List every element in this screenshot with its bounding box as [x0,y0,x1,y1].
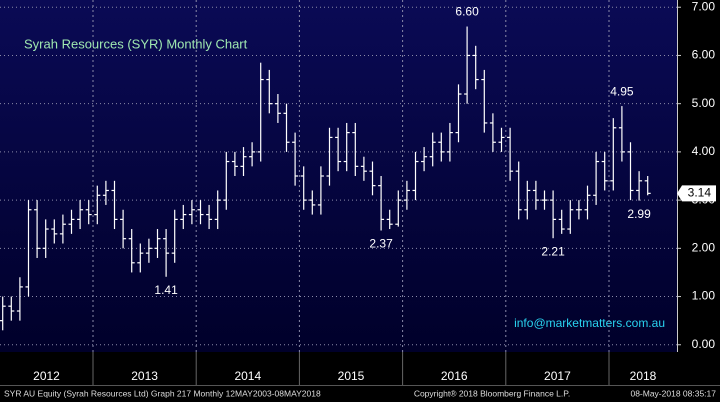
x-tick-label: 2012 [33,369,60,383]
x-axis-area [0,352,720,385]
y-tick-label: 2.00 [692,241,716,255]
plot-area [0,0,677,352]
watermark: info@marketmatters.com.au [514,316,665,330]
x-tick-label: 2014 [234,369,261,383]
annotation: 2.99 [627,207,651,221]
footer-center: Copyright® 2018 Bloomberg Finance L.P. [414,388,570,398]
bars [0,26,651,331]
footer-bar [0,385,720,402]
footer-left: SYR AU Equity (Syrah Resources Ltd) Grap… [4,388,321,398]
grid [0,0,681,385]
y-axis-area [677,0,720,352]
y-tick-label: 1.00 [692,289,716,303]
x-tick-label: 2017 [544,369,571,383]
chart-title: Syrah Resources (SYR) Monthly Chart [24,36,248,51]
y-tick-label: 6.00 [692,48,716,62]
x-tick-label: 2013 [131,369,158,383]
y-tick-label: 4.00 [692,144,716,158]
x-tick-label: 2015 [338,369,365,383]
annotation: 2.37 [369,237,393,251]
y-tick-label: 0.00 [692,337,716,351]
y-tick-label: 7.00 [692,0,716,13]
annotation: 1.41 [154,283,178,297]
y-tick-label: 5.00 [692,96,716,110]
annotation: 2.21 [541,244,565,258]
last-price-label: 3.14 [688,186,712,200]
annotation: 4.95 [610,84,634,98]
x-tick-label: 2018 [630,369,657,383]
last-price-tag [677,185,716,202]
annotation: 6.60 [455,5,479,19]
x-tick-label: 2016 [441,369,468,383]
footer-right: 08-May-2018 08:35:17 [630,388,716,398]
labels: 0.001.002.003.004.005.006.007.0020122013… [33,0,716,383]
